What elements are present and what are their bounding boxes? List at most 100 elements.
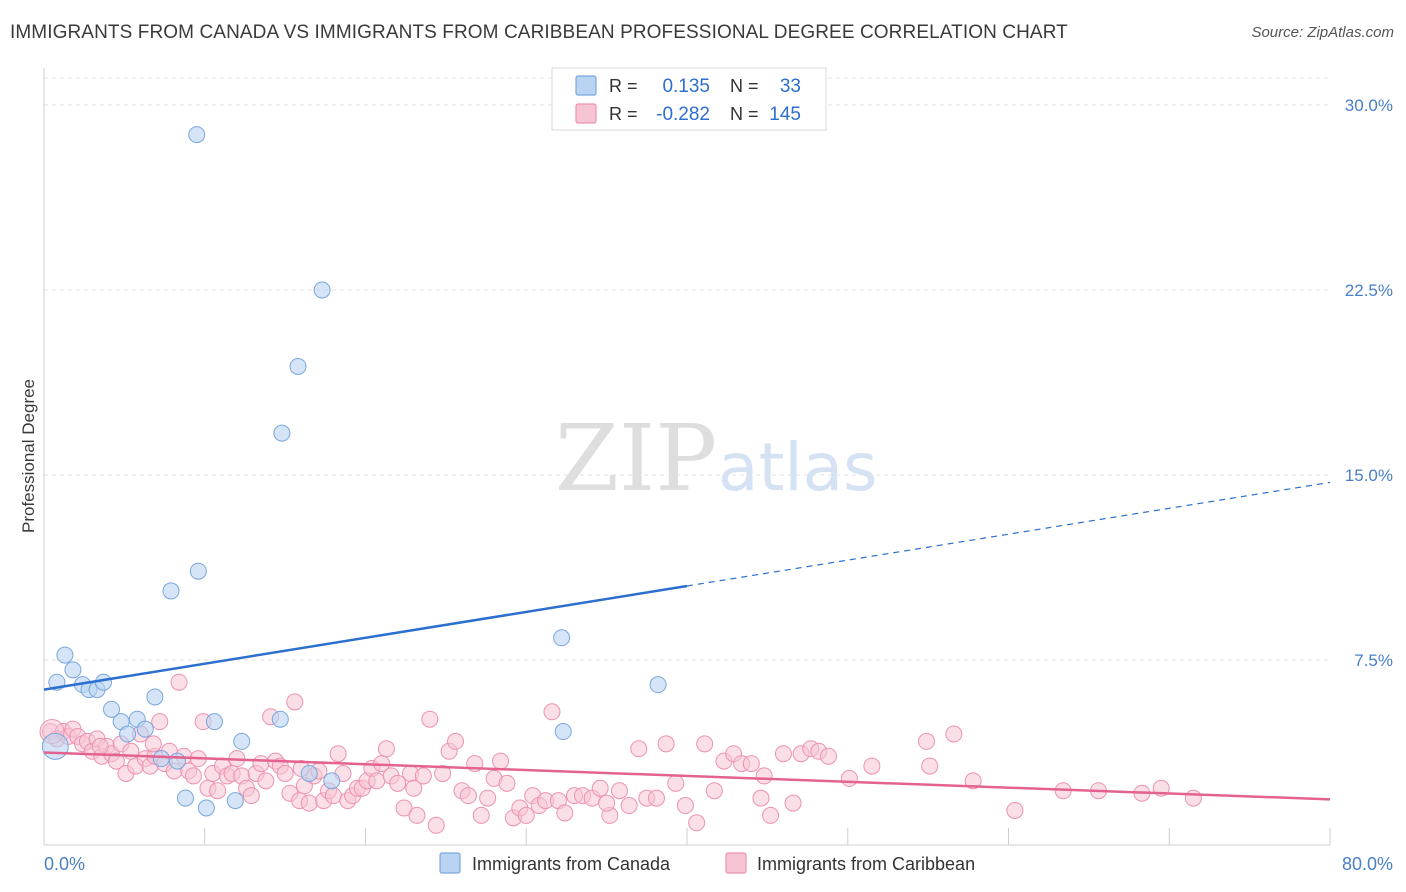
y-tick-label: 15.0% bbox=[1345, 466, 1393, 485]
caribbean-point bbox=[276, 764, 294, 782]
caribbean-point bbox=[91, 737, 109, 755]
caribbean-point bbox=[427, 816, 445, 834]
y-axis-label: Professional Degree bbox=[19, 379, 38, 533]
caribbean-point bbox=[1006, 801, 1024, 819]
caribbean-point bbox=[434, 764, 452, 782]
caribbean-point bbox=[395, 799, 413, 817]
caribbean-point bbox=[667, 774, 685, 792]
canada-point bbox=[56, 646, 74, 664]
caribbean-point bbox=[459, 787, 477, 805]
correlation-legend: R = 0.135 N = 33 R = -0.282 N = 145 bbox=[551, 67, 827, 131]
legend-swatch-canada bbox=[575, 75, 597, 96]
caribbean-point bbox=[543, 703, 561, 721]
caribbean-point bbox=[762, 806, 780, 824]
canada-point bbox=[649, 676, 667, 694]
canada-trend-line bbox=[43, 584, 688, 691]
canada-point bbox=[226, 792, 244, 810]
bottom-legend-swatch-caribbean bbox=[725, 852, 747, 874]
caribbean-point bbox=[324, 787, 342, 805]
chart-title: IMMIGRANTS FROM CANADA VS IMMIGRANTS FRO… bbox=[10, 22, 1068, 43]
caribbean-point bbox=[774, 745, 792, 763]
caribbean-point bbox=[107, 752, 125, 770]
caribbean-point bbox=[329, 745, 347, 763]
bottom-legend-label-canada: Immigrants from Canada bbox=[472, 854, 671, 874]
canada-point bbox=[273, 424, 291, 442]
legend-r-value-caribbean: -0.282 bbox=[656, 104, 710, 125]
watermark-atlas: atlas bbox=[718, 429, 878, 506]
caribbean-point bbox=[472, 806, 490, 824]
x-tick-label: 0.0% bbox=[44, 854, 85, 874]
caribbean-point bbox=[840, 769, 858, 787]
canada-point bbox=[300, 764, 318, 782]
canada-point bbox=[41, 732, 69, 760]
caribbean-point bbox=[591, 779, 609, 797]
canada-point bbox=[136, 720, 154, 738]
x-tick-label: 80.0% bbox=[1342, 854, 1393, 874]
legend-r-label-canada: R = bbox=[609, 76, 638, 96]
canada-point bbox=[152, 750, 170, 768]
y-tick-labels: 7.5% 15.0% 22.5% 30.0% bbox=[1345, 96, 1393, 670]
legend-n-label-caribbean: N = bbox=[730, 104, 759, 124]
caribbean-point bbox=[556, 804, 574, 822]
caribbean-point bbox=[620, 797, 638, 815]
caribbean-point bbox=[492, 752, 510, 770]
legend-n-value-caribbean: 145 bbox=[769, 104, 801, 125]
canada-point bbox=[64, 661, 82, 679]
caribbean-point bbox=[479, 789, 497, 807]
caribbean-point bbox=[389, 774, 407, 792]
caribbean-point bbox=[863, 757, 881, 775]
canada-trend-extension bbox=[686, 481, 1331, 587]
canada-point bbox=[323, 772, 341, 790]
legend-r-value-canada: 0.135 bbox=[662, 76, 710, 97]
caribbean-point bbox=[752, 789, 770, 807]
bottom-legend-label-caribbean: Immigrants from Caribbean bbox=[757, 854, 975, 874]
caribbean-point bbox=[257, 772, 275, 790]
canada-point bbox=[205, 713, 223, 731]
caribbean-point bbox=[755, 767, 773, 785]
canada-point bbox=[197, 799, 215, 817]
y-tick-label: 30.0% bbox=[1345, 96, 1393, 115]
caribbean-point bbox=[252, 755, 270, 773]
caribbean-point bbox=[151, 713, 169, 731]
caribbean-point bbox=[598, 794, 616, 812]
gridlines bbox=[44, 77, 1330, 661]
axes bbox=[43, 68, 1331, 846]
legend-n-value-canada: 33 bbox=[780, 76, 801, 97]
caribbean-point bbox=[300, 794, 318, 812]
caribbean-point bbox=[447, 732, 465, 750]
caribbean-point bbox=[209, 782, 227, 800]
caribbean-point bbox=[647, 789, 665, 807]
legend-n-label-canada: N = bbox=[730, 76, 759, 96]
caribbean-point bbox=[705, 782, 723, 800]
caribbean-point bbox=[421, 710, 439, 728]
trend-lines bbox=[43, 481, 1331, 801]
caribbean-trend-line bbox=[43, 751, 1331, 801]
legend-box bbox=[551, 67, 827, 131]
caribbean-point bbox=[498, 774, 516, 792]
caribbean-point bbox=[408, 806, 426, 824]
canada-point bbox=[189, 562, 207, 580]
canada-point bbox=[271, 710, 289, 728]
caribbean-point bbox=[742, 755, 760, 773]
caribbean-point bbox=[964, 772, 982, 790]
legend-r-label-caribbean: R = bbox=[609, 104, 638, 124]
caribbean-point bbox=[144, 735, 162, 753]
caribbean-point bbox=[414, 767, 432, 785]
caribbean-point bbox=[517, 806, 535, 824]
canada-point bbox=[162, 582, 180, 600]
caribbean-point bbox=[242, 787, 260, 805]
watermark-zip: ZIP bbox=[555, 405, 717, 512]
series-legend: Immigrants from Canada Immigrants from C… bbox=[439, 852, 975, 874]
caribbean-point bbox=[688, 814, 706, 832]
canada-point bbox=[103, 700, 121, 718]
caribbean-point bbox=[657, 735, 675, 753]
caribbean-point bbox=[1184, 789, 1202, 807]
canada-point bbox=[94, 673, 112, 691]
caribbean-point bbox=[170, 673, 188, 691]
caribbean-point bbox=[696, 735, 714, 753]
x-tick-labels: 0.0% 80.0% bbox=[44, 854, 1393, 874]
canada-point bbox=[188, 126, 206, 144]
y-tick-label: 22.5% bbox=[1345, 281, 1393, 300]
caribbean-point bbox=[184, 767, 202, 785]
canada-point bbox=[289, 357, 307, 375]
